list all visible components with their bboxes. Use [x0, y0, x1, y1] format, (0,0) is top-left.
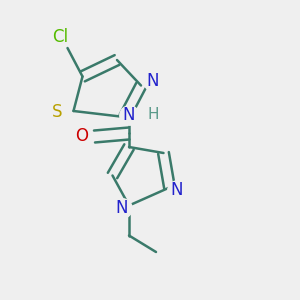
Text: Cl: Cl: [52, 28, 68, 46]
Text: N: N: [147, 72, 159, 90]
Text: H: H: [147, 107, 159, 122]
Text: N: N: [123, 106, 135, 124]
Text: O: O: [75, 127, 88, 145]
Text: S: S: [52, 103, 62, 121]
Text: N: N: [115, 199, 128, 217]
Text: N: N: [171, 181, 183, 199]
